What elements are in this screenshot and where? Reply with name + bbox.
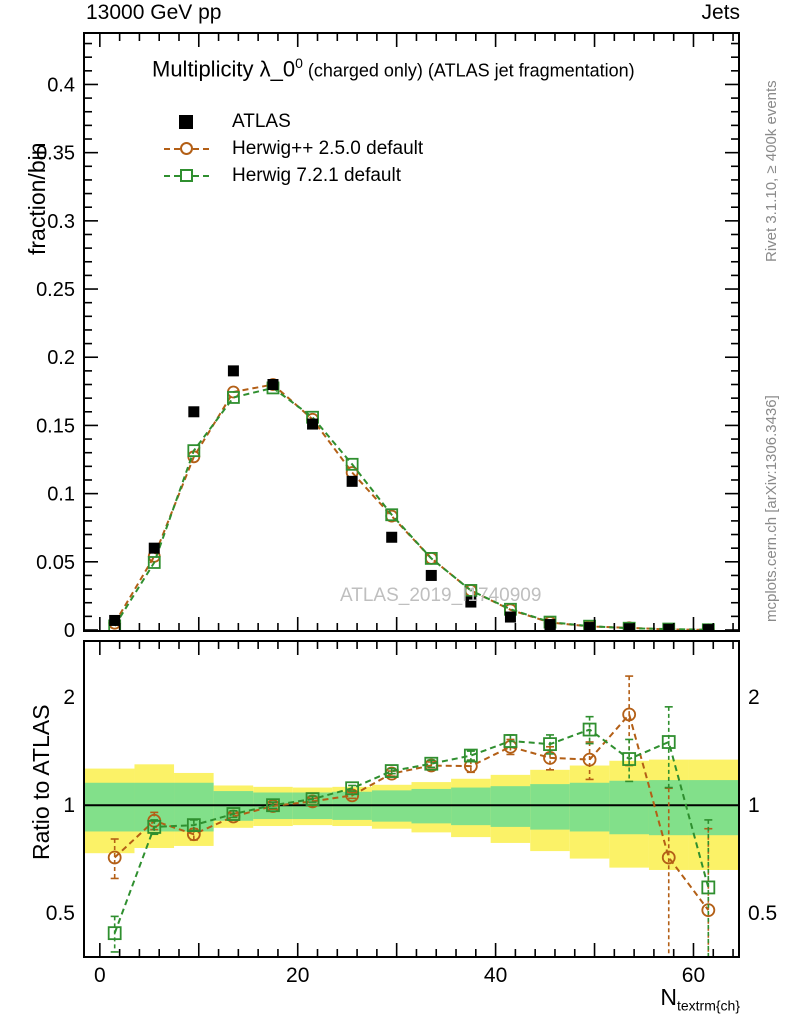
title-superscript: 0 bbox=[295, 55, 303, 71]
main-y-tick-label: 0.15 bbox=[36, 415, 75, 437]
ratio-y-tick-label-right: 2 bbox=[748, 686, 760, 709]
open-square-dashed-icon bbox=[150, 169, 222, 182]
legend-label: Herwig++ 2.5.0 default bbox=[232, 137, 424, 159]
title-lambda: λ_0 bbox=[259, 56, 296, 82]
x-axis-title: Ntextrm{ch} bbox=[660, 986, 740, 1013]
x-tick-label: 40 bbox=[484, 964, 507, 987]
legend-entry-herwigpp: Herwig++ 2.5.0 default bbox=[150, 135, 423, 162]
ratio-y-tick-label-right: 1 bbox=[748, 794, 760, 817]
main-y-tick-label: 0.25 bbox=[36, 279, 75, 301]
mcplots-reference-label: mcplots.cern.ch [arXiv:1306.3436] bbox=[763, 395, 780, 622]
plot-title: Multiplicity λ_00 (charged only) (ATLAS … bbox=[152, 56, 635, 80]
ratio-y-axis-title: Ratio to ATLAS bbox=[28, 704, 54, 860]
open-circle-dashed-icon bbox=[150, 142, 222, 155]
main-y-axis-title: fraction/bin bbox=[24, 142, 50, 255]
x-axis-title-main: N bbox=[660, 984, 677, 1010]
x-tick-label: 20 bbox=[286, 964, 309, 987]
ratio-y-tick-label-right: 0.5 bbox=[748, 902, 777, 925]
ratio-y-tick-label: 0.5 bbox=[46, 902, 75, 925]
main-y-tick-label: 0.05 bbox=[36, 552, 75, 574]
title-suffix: (charged only) (ATLAS jet fragmentation) bbox=[302, 60, 635, 81]
ratio-plot-panel bbox=[83, 640, 740, 958]
x-tick-label: 60 bbox=[682, 964, 705, 987]
analysis-category-label: Jets bbox=[701, 1, 740, 24]
main-plot-panel bbox=[83, 32, 740, 632]
ratio-y-tick-label: 2 bbox=[63, 686, 75, 709]
x-tick-label: 0 bbox=[94, 964, 106, 987]
legend-label: Herwig 7.2.1 default bbox=[232, 164, 401, 186]
ratio-plot-canvas bbox=[85, 675, 738, 956]
analysis-id-watermark: ATLAS_2019_I1740909 bbox=[340, 585, 542, 606]
main-y-tick-label: 0.2 bbox=[47, 347, 75, 369]
ratio-y-tick-label: 1 bbox=[63, 794, 75, 817]
legend: ATLAS Herwig++ 2.5.0 default Herwig 7.2.… bbox=[150, 108, 423, 189]
main-y-tick-label: 0.3 bbox=[47, 211, 75, 233]
main-y-tick-label: 0.1 bbox=[47, 484, 75, 506]
main-plot-canvas bbox=[108, 365, 715, 630]
legend-entry-atlas: ATLAS bbox=[150, 108, 423, 135]
title-prefix: Multiplicity bbox=[152, 56, 260, 82]
filled-square-icon bbox=[150, 114, 222, 129]
beam-energy-label: 13000 GeV pp bbox=[86, 1, 222, 24]
rivet-version-label: Rivet 3.1.10, ≥ 400k events bbox=[763, 80, 780, 262]
legend-label: ATLAS bbox=[232, 110, 291, 132]
x-axis-title-sub: textrm{ch} bbox=[676, 997, 740, 1014]
main-y-tick-label: 0 bbox=[64, 620, 75, 642]
legend-entry-herwig7: Herwig 7.2.1 default bbox=[150, 162, 423, 189]
main-y-tick-label: 0.4 bbox=[47, 74, 75, 96]
